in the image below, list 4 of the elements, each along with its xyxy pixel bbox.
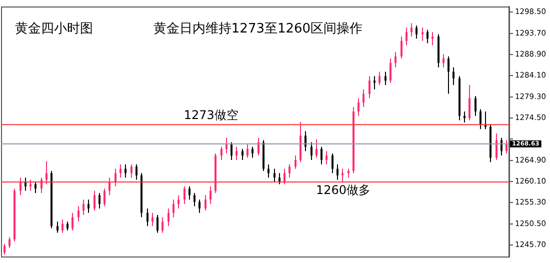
ref-line-label: 1260做多 bbox=[316, 183, 370, 198]
text: 黄金四小时图 bbox=[15, 21, 93, 36]
ref-line-label: 1273做空 bbox=[184, 108, 238, 122]
text: 黄金日内维持1273至1260区间操作 bbox=[153, 21, 363, 36]
